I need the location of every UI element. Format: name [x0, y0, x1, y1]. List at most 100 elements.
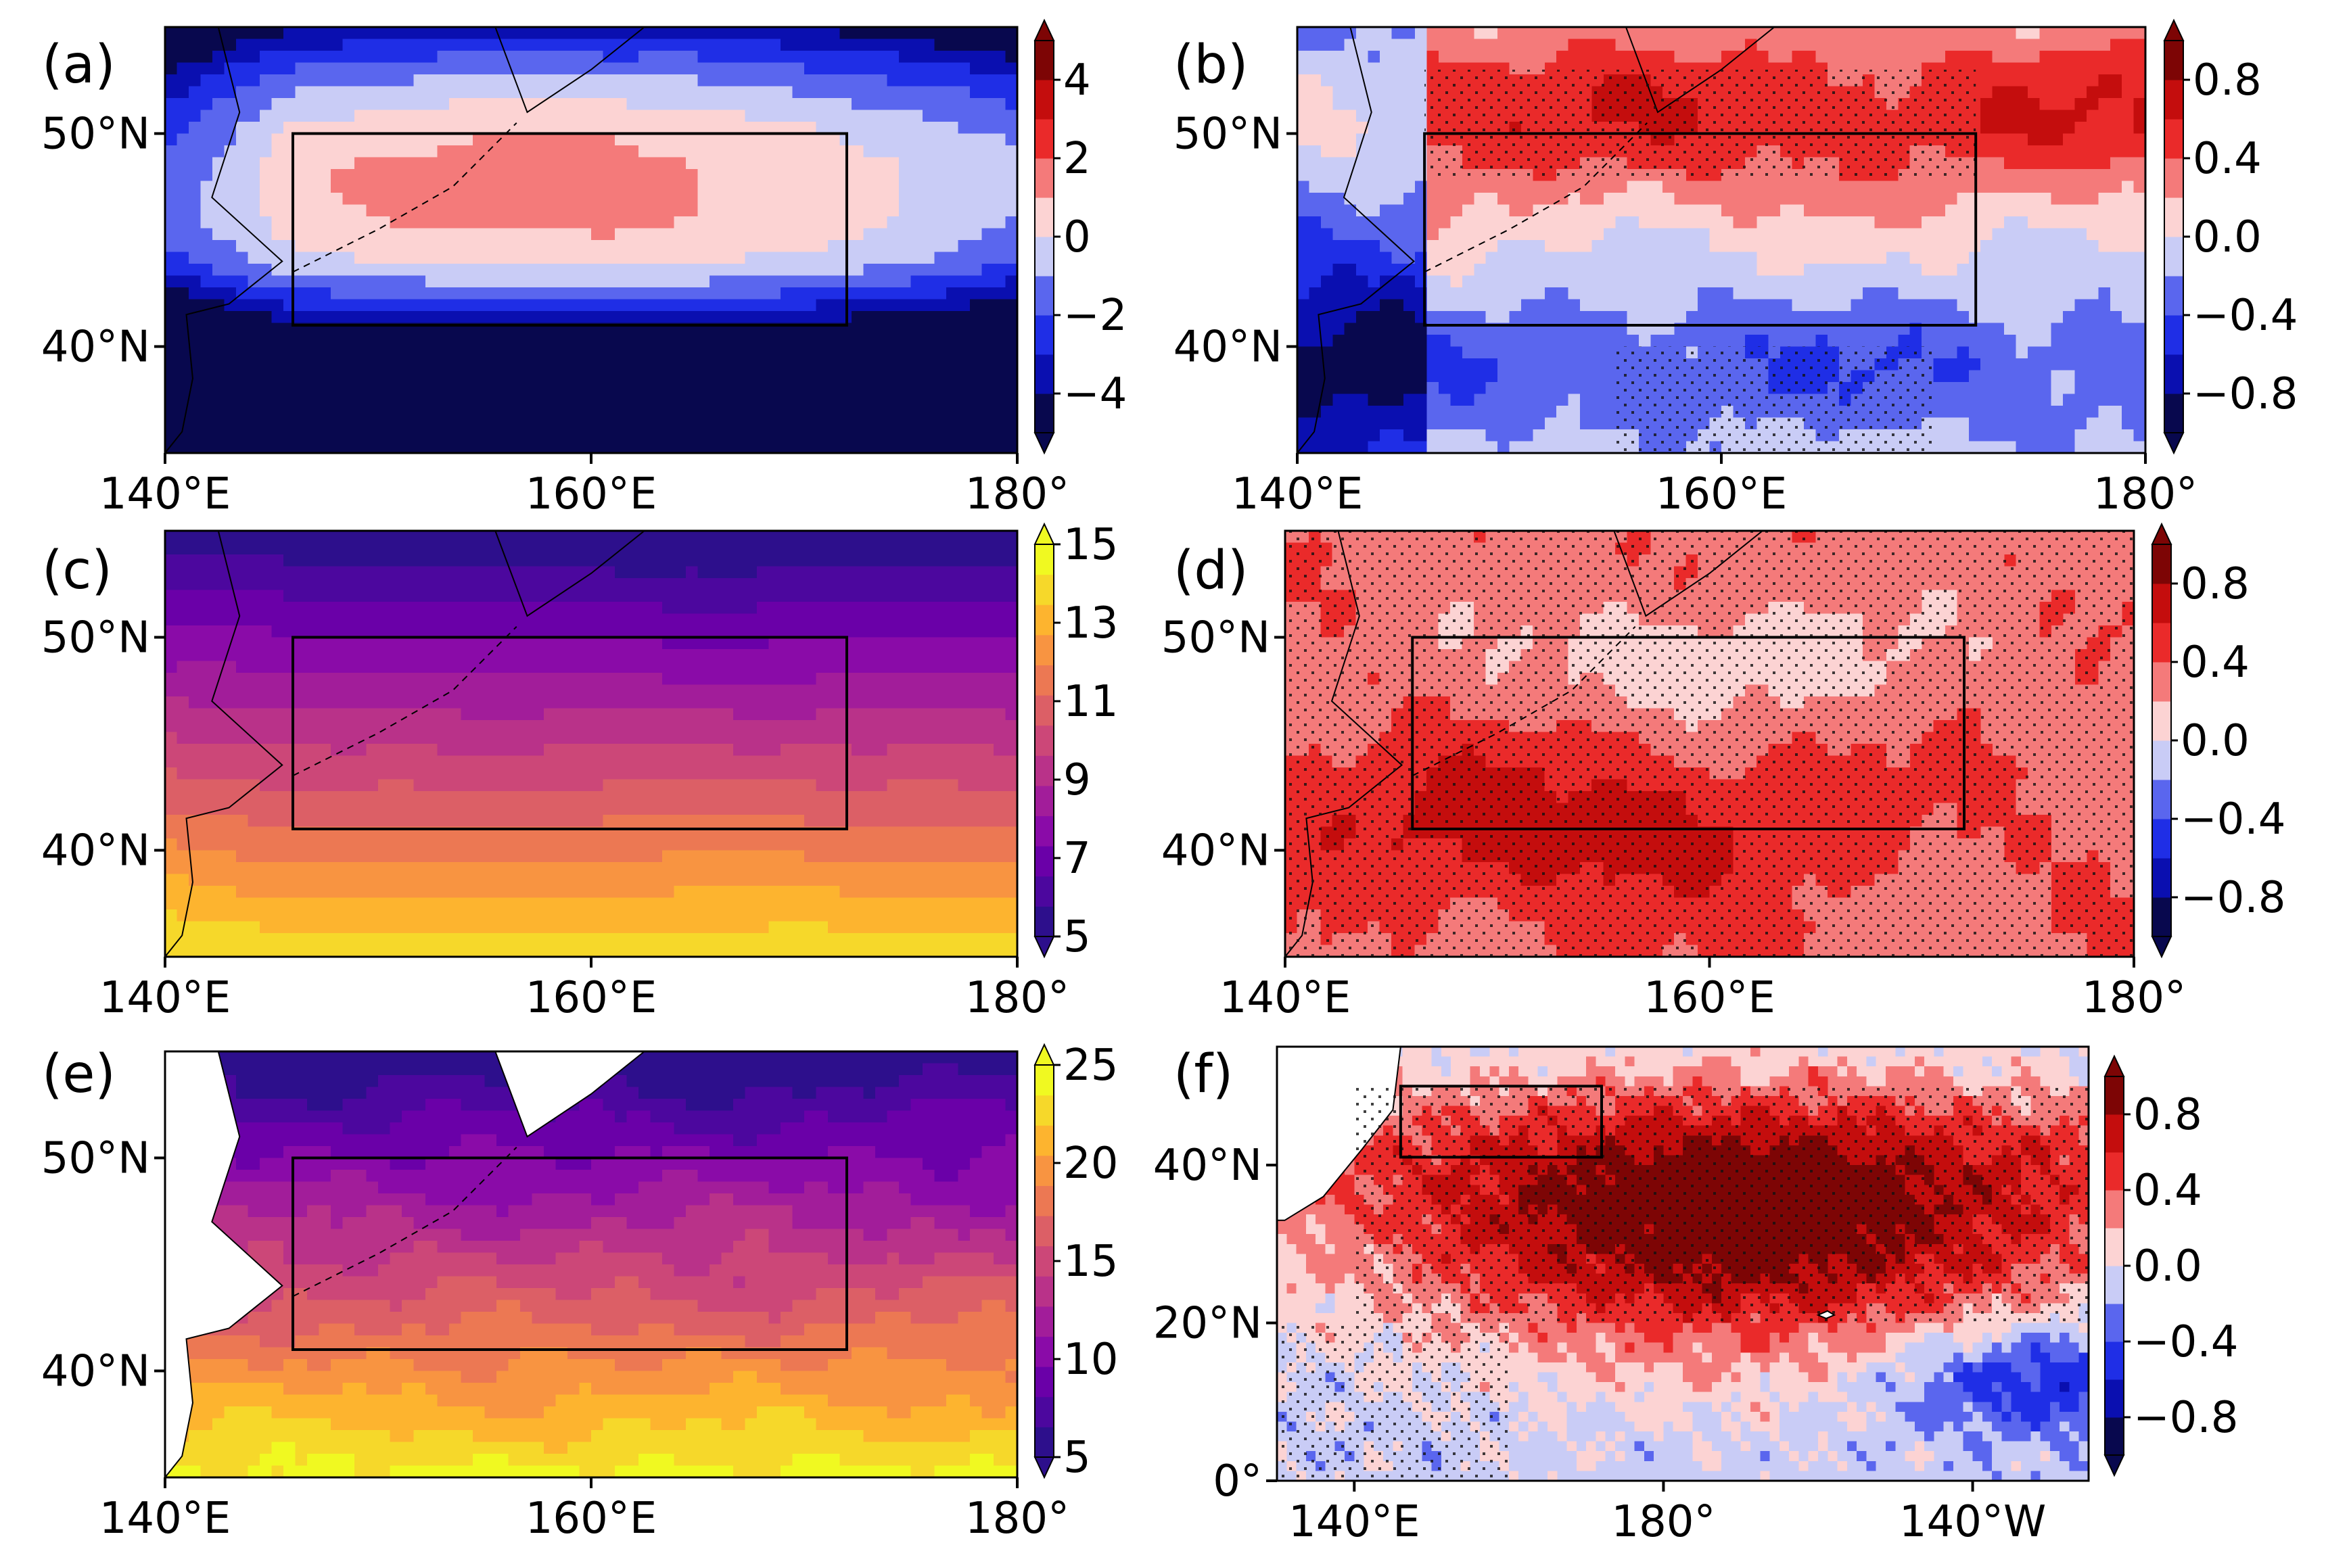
- contour-cell: [828, 74, 840, 87]
- contour-cell: [556, 27, 568, 39]
- contour-cell: [390, 39, 402, 51]
- contour-cell: [840, 110, 852, 122]
- contour-cell: [177, 158, 189, 170]
- contour-cell: [887, 264, 900, 276]
- contour-cell: [745, 429, 758, 442]
- contour-cell: [804, 371, 816, 383]
- contour-cell: [248, 216, 260, 229]
- contour-cell: [710, 63, 722, 75]
- contour-cell: [958, 347, 971, 359]
- contour-cell: [485, 264, 497, 276]
- contour-cell: [449, 240, 461, 252]
- contour-cell: [887, 98, 900, 110]
- contour-cell: [189, 134, 201, 146]
- colorbar-a: 420−2−4: [1035, 20, 1127, 453]
- contour-cell: [804, 418, 816, 430]
- contour-cell: [402, 252, 414, 264]
- contour-cell: [698, 87, 710, 99]
- contour-cell: [367, 418, 379, 430]
- contour-cell: [686, 335, 698, 347]
- contour-cell: [769, 74, 781, 87]
- contour-cell: [603, 264, 615, 276]
- contour-cell: [911, 169, 923, 181]
- contour-cell: [638, 406, 651, 418]
- contour-cell: [982, 87, 994, 99]
- contour-cell: [982, 264, 994, 276]
- contour-cell: [674, 74, 687, 87]
- contour-cell: [946, 311, 958, 323]
- contour-cell: [438, 311, 450, 323]
- contour-cell: [757, 382, 769, 394]
- contour-cell: [225, 98, 237, 110]
- contour-cell: [378, 98, 390, 110]
- contour-cell: [757, 216, 769, 229]
- contour-cell: [769, 98, 781, 110]
- contour-cell: [994, 287, 1006, 300]
- contour-cell: [260, 252, 272, 264]
- contour-cell: [923, 252, 935, 264]
- contour-cell: [307, 169, 319, 181]
- contour-cell: [496, 358, 509, 371]
- contour-cell: [509, 193, 521, 205]
- contour-cell: [544, 358, 556, 371]
- contour-cell: [603, 347, 615, 359]
- contour-cell: [935, 394, 947, 406]
- contour-cell: [532, 252, 544, 264]
- contour-cell: [828, 169, 840, 181]
- contour-cell: [698, 122, 710, 134]
- contour-cell: [485, 205, 497, 217]
- contour-cell: [710, 394, 722, 406]
- contour-cell: [189, 240, 201, 252]
- contour-cell: [603, 87, 615, 99]
- contour-cell: [260, 358, 272, 371]
- contour-cell: [946, 442, 958, 454]
- contour-cell: [982, 418, 994, 430]
- contour-cell: [556, 134, 568, 146]
- contour-cell: [1006, 323, 1018, 335]
- contour-cell: [378, 240, 390, 252]
- contour-cell: [781, 418, 793, 430]
- contour-cell: [438, 98, 450, 110]
- contour-cell: [402, 74, 414, 87]
- contour-cell: [864, 205, 876, 217]
- contour-cell: [201, 347, 213, 359]
- contour-cell: [923, 193, 935, 205]
- contour-cell: [662, 429, 674, 442]
- contour-cell: [828, 51, 840, 63]
- contour-cell: [970, 442, 982, 454]
- contour-cell: [248, 406, 260, 418]
- contour-cell: [296, 371, 308, 383]
- contour-cell: [580, 276, 592, 288]
- contour-cell: [425, 429, 438, 442]
- contour-cell: [638, 394, 651, 406]
- contour-cell: [935, 240, 947, 252]
- contour-cell: [958, 311, 971, 323]
- contour-cell: [662, 287, 674, 300]
- contour-cell: [733, 122, 745, 134]
- contour-cell: [745, 134, 758, 146]
- contour-cell: [177, 27, 189, 39]
- contour-cell: [804, 300, 816, 312]
- contour-cell: [378, 39, 390, 51]
- contour-cell: [745, 51, 758, 63]
- contour-cell: [615, 181, 627, 193]
- contour-cell: [402, 98, 414, 110]
- contour-cell: [745, 145, 758, 158]
- contour-cell: [1591, 27, 1604, 39]
- contour-cell: [899, 158, 911, 170]
- contour-cell: [509, 287, 521, 300]
- contour-cell: [189, 429, 201, 442]
- contour-cell: [556, 347, 568, 359]
- contour-cell: [591, 193, 603, 205]
- contour-cell: [449, 27, 461, 39]
- contour-cell: [378, 382, 390, 394]
- contour-cell: [875, 39, 887, 51]
- contour-cell: [425, 169, 438, 181]
- contour-cell: [402, 394, 414, 406]
- contour-cell: [852, 382, 864, 394]
- contour-cell: [899, 110, 911, 122]
- contour-cell: [757, 63, 769, 75]
- contour-cell: [982, 276, 994, 288]
- contour-cell: [567, 181, 580, 193]
- contour-cell: [390, 134, 402, 146]
